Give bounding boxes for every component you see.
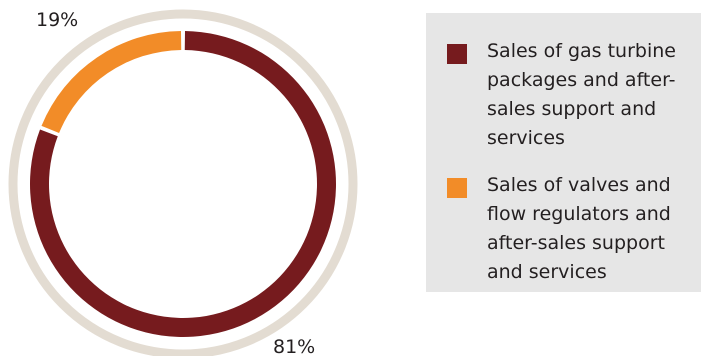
legend: Sales of gas turbine packages and after-…: [426, 13, 701, 292]
slice-label-gas-turbine: 81%: [273, 336, 316, 358]
legend-item-valves: Sales of valves and flow regulators and …: [447, 171, 701, 287]
legend-label-valves: Sales of valves and flow regulators and …: [487, 174, 671, 283]
legend-swatch-valves: [447, 178, 467, 198]
legend-swatch-gas-turbine: [447, 44, 467, 64]
legend-item-gas-turbine: Sales of gas turbine packages and after-…: [447, 37, 701, 153]
legend-label-gas-turbine: Sales of gas turbine packages and after-…: [487, 40, 676, 149]
slice-valves: [41, 31, 182, 134]
donut-slices: [29, 31, 336, 337]
outer-ring: [8, 9, 358, 356]
slice-label-valves: 19%: [36, 9, 79, 31]
donut-chart: [8, 9, 358, 356]
